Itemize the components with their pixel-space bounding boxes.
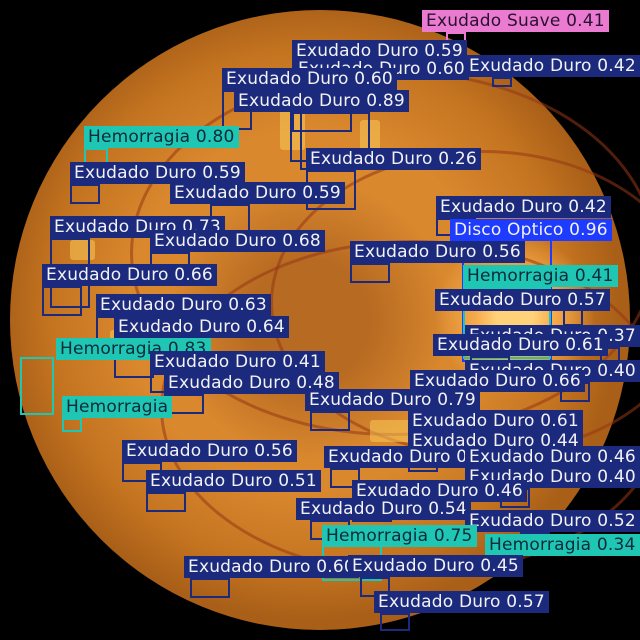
detection-label: Exudado Duro 0.46 — [352, 480, 527, 502]
detection-label: Exudado Duro 0.48 — [164, 372, 339, 394]
detection-box — [310, 411, 350, 431]
detection-label: Exudado Duro 0.41 — [150, 351, 325, 373]
detection-label: Exudado Duro 0.60 — [222, 68, 397, 90]
detection-label: Exudado Duro 0.61 — [433, 334, 608, 356]
detection-label: Exudado Duro 0.45 — [348, 555, 523, 577]
detection-label: Exudado Duro 0.42 — [436, 196, 611, 218]
detection-label: Exudado Duro 0.26 — [306, 148, 481, 170]
detection-box — [42, 286, 82, 316]
detection-label: Hemorragia 0.75 — [322, 525, 477, 547]
detection-label: Exudado Duro 0.50 — [324, 446, 499, 468]
detection-label: Exudado Duro 0.64 — [114, 316, 289, 338]
detection-label: Exudado Duro 0.54 — [296, 498, 471, 520]
detection-box — [380, 613, 410, 631]
detection-label: Hemorragia 0.41 — [463, 265, 618, 287]
detection-label: Exudado Duro 0.59 — [170, 182, 345, 204]
detection-label: Exudado Duro 0.46 — [465, 446, 640, 468]
exudate-patch — [370, 420, 410, 442]
detection-label: Exudado Duro 0.52 — [465, 510, 640, 532]
detection-label: Hemorragia — [62, 396, 173, 418]
detection-label: Exudado Duro 0.79 — [305, 389, 480, 411]
detection-label: Exudado Duro 0.51 — [146, 470, 321, 492]
detection-label: Exudado Duro 0.42 — [465, 55, 640, 77]
detection-box — [330, 468, 360, 488]
exudate-patch — [360, 120, 380, 155]
detection-label: Exudado Duro 0.56 — [122, 440, 297, 462]
detection-box — [70, 184, 100, 204]
detection-label: Hemorragia 0.34 — [485, 534, 640, 556]
detection-box — [146, 492, 186, 512]
detection-label: Disco Optico 0.96 — [450, 219, 612, 241]
detection-label: Exudado Duro 0.60 — [184, 556, 359, 578]
detection-label: Exudado Duro 0.68 — [150, 230, 325, 252]
detection-label: Exudado Duro 0.57 — [435, 289, 610, 311]
detection-label: Exudado Duro 0.59 — [70, 162, 245, 184]
detection-label: Exudado Duro 0.56 — [350, 241, 525, 263]
detection-box — [190, 578, 230, 598]
detection-label: Exudado Duro 0.57 — [374, 591, 549, 613]
detection-label: Exudado Duro 0.63 — [96, 294, 271, 316]
detection-box — [492, 77, 512, 87]
detection-label: Exudado Duro 0.66 — [410, 370, 585, 392]
detection-label: Exudado Duro 0.66 — [42, 264, 217, 286]
detection-box — [350, 263, 390, 283]
detection-label: Exudado Duro 0.59 — [292, 40, 467, 62]
detection-label: Hemorragia 0.80 — [84, 126, 239, 148]
detection-box — [463, 287, 551, 359]
detection-box — [62, 418, 82, 432]
detection-label: Exudado Suave 0.41 — [422, 10, 609, 32]
detection-label: Exudado Duro 0.89 — [234, 90, 409, 112]
detection-label: Exudado Duro 0.61 — [408, 410, 583, 432]
detection-box — [20, 357, 54, 415]
